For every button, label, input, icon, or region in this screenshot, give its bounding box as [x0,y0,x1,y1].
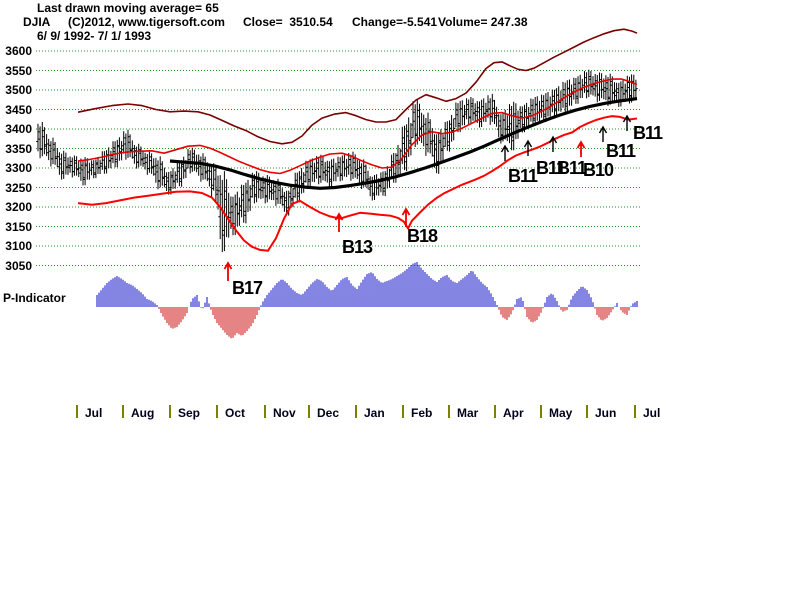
symbol-label: DJIA [23,15,51,29]
y-axis-label: 3500 [5,83,32,97]
ohlc-open-close-ticks [36,76,638,236]
y-axis-label: 3200 [5,200,32,214]
volume-value: Volume= 247.38 [438,15,528,29]
y-axis-label: 3350 [5,141,32,156]
buy-signal-arrow-b10 [576,140,586,157]
buy-signal-arrow-b13 [334,212,344,232]
month-label: Jan [364,406,385,420]
y-axis-label: 3150 [5,219,32,234]
buy-signal-arrow-b11 [523,139,533,156]
signal-label-b18: B18 [407,226,438,246]
signal-label-b13: B13 [342,237,373,257]
signal-label-b17: B17 [232,278,263,298]
ohlc-price-bars [37,69,637,253]
signal-label-b11: B11 [508,166,538,186]
buy-signal-arrow-b11 [548,135,558,152]
signal-label-b11: B11 [536,158,566,178]
month-label: May [549,406,573,420]
y-axis-label: 3250 [5,180,32,195]
close-value: Close= 3510.54 [243,15,333,29]
month-label: Jul [643,406,661,420]
month-label: Dec [317,406,340,420]
month-label: Jun [595,406,617,420]
y-axis-label: 3400 [5,122,32,136]
y-axis-label: 3600 [5,44,32,58]
change-value: Change=-5.541 [352,15,438,29]
buy-signal-arrow-b18 [401,207,411,227]
month-label: Aug [131,406,155,420]
upper-trading-band [77,28,638,145]
month-label: Jul [85,406,103,420]
p-indicator-label: P-Indicator [3,291,66,305]
date-range-label: 6/ 9/ 1992- 7/ 1/ 1993 [37,29,152,43]
month-label: Oct [225,406,246,420]
p-indicator-positive-bars [96,262,638,307]
middle-band-line [77,78,638,175]
signal-label-b11: B11 [633,123,663,143]
signal-label-b11: B11 [557,158,587,178]
month-label: Apr [503,406,524,420]
y-axis-label: 3450 [5,102,32,117]
month-label: Sep [178,406,201,420]
month-label: Nov [273,406,296,420]
buy-signal-arrow-b17 [223,261,233,281]
p-indicator-negative-bars [158,307,630,339]
month-label: Feb [411,406,433,420]
last-drawn-ma-text: Last drawn moving average= 65 [37,1,219,15]
y-axis-label: 3300 [5,161,32,175]
signal-label-b10: B10 [583,160,614,180]
copyright-label: (C)2012, www.tigersoft.com [68,15,225,29]
signal-label-b11: B11 [606,141,636,161]
moving-average-65-line [169,97,638,190]
buy-signal-arrow-b11 [598,125,608,142]
y-axis-label: 3050 [5,258,32,273]
y-axis-label: 3550 [5,63,32,78]
y-axis-label: 3100 [5,239,32,253]
buy-signal-arrow-b11 [622,114,632,131]
buy-signal-arrow-b11 [500,144,510,161]
month-label: Mar [457,406,479,420]
